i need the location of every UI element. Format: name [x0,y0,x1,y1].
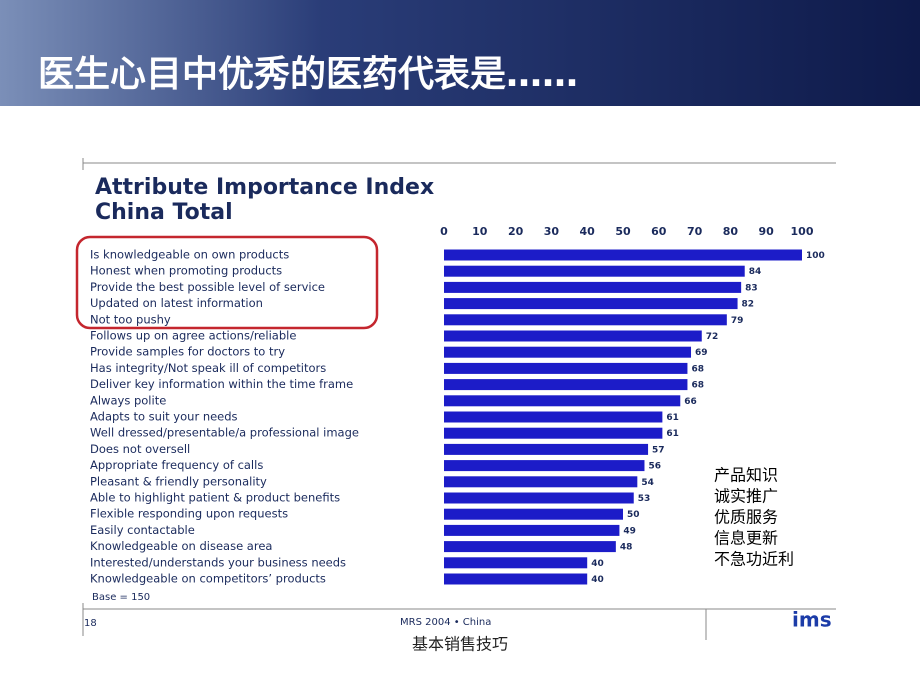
value-label: 68 [691,381,704,391]
page-number: 18 [84,618,97,629]
highlight-box [75,235,379,330]
x-tick-label: 40 [580,225,596,238]
value-label: 68 [691,364,704,374]
bar [444,460,645,472]
bar [444,265,745,277]
category-label: Follows up on agree actions/reliable [90,329,296,343]
value-label: 82 [742,300,755,310]
value-label: 83 [745,283,758,293]
source: MRS 2004 • China [400,617,491,628]
bar [444,427,663,439]
value-label: 79 [731,316,744,326]
category-label: Has integrity/Not speak ill of competito… [90,361,326,375]
value-label: 57 [652,445,665,455]
x-tick-label: 30 [544,225,560,238]
category-label: Does not oversell [90,442,190,456]
value-label: 69 [695,348,708,358]
bar [444,492,634,504]
x-tick-label: 0 [440,225,448,238]
category-label: Knowledgeable on disease area [90,539,272,553]
chart-subtitle: China Total [95,200,233,225]
category-label: Is knowledgeable on own products [90,248,289,262]
bar [444,395,681,407]
value-label: 56 [648,462,661,472]
bar [444,362,688,374]
value-label: 100 [806,251,825,261]
caption: 基本销售技巧 [412,636,508,654]
bar [444,346,692,358]
logo: ims [792,608,832,632]
category-label: Honest when promoting products [90,264,282,278]
category-label: Able to highlight patient & product bene… [90,491,340,505]
slide-title: 医生心目中优秀的医药代表是…… [38,54,578,95]
category-label: Well dressed/presentable/a professional … [90,426,359,440]
value-label: 61 [666,429,679,439]
x-tick-label: 90 [759,225,775,238]
value-label: 84 [749,267,762,277]
bar [444,508,623,520]
category-label: Adapts to suit your needs [90,410,238,424]
x-tick-label: 50 [615,225,631,238]
header-band [0,0,920,106]
bar [444,281,742,293]
category-label: Always polite [90,393,166,407]
value-label: 40 [591,559,604,569]
category-label: Provide the best possible level of servi… [90,280,325,294]
x-tick-label: 100 [791,225,814,238]
value-label: 61 [666,413,679,423]
category-label: Easily contactable [90,523,195,537]
bar [444,330,702,342]
bar [444,411,663,423]
value-label: 40 [591,575,604,585]
bar [444,249,802,261]
x-tick-label: 20 [508,225,524,238]
bar [444,557,588,569]
note: 产品知识 [714,466,778,485]
note: 不急功近利 [714,550,794,569]
category-label: Appropriate frequency of calls [90,458,263,472]
bar [444,379,688,391]
chart-title: Attribute Importance Index [95,175,434,200]
category-label: Provide samples for doctors to try [90,345,285,359]
note: 诚实推广 [714,487,778,506]
category-label: Pleasant & friendly personality [90,474,267,488]
value-label: 49 [623,526,636,536]
value-label: 72 [706,332,719,342]
value-label: 50 [627,510,640,520]
category-label: Not too pushy [90,312,171,326]
note: 信息更新 [714,529,778,548]
bar [444,573,588,585]
bar [444,541,616,553]
value-label: 48 [620,543,633,553]
category-label: Deliver key information within the time … [90,377,353,391]
base-note: Base = 150 [92,592,150,603]
x-tick-label: 70 [687,225,703,238]
bar [444,524,620,536]
category-label: Flexible responding upon requests [90,507,288,521]
note: 优质服务 [714,508,778,527]
x-tick-label: 60 [651,225,667,238]
value-label: 66 [684,397,697,407]
x-tick-label: 10 [472,225,488,238]
value-label: 54 [641,478,654,488]
x-tick-label: 80 [723,225,739,238]
bar [444,443,649,455]
bar [444,476,638,488]
bar [444,298,738,310]
value-label: 53 [638,494,651,504]
category-label: Updated on latest information [90,296,263,310]
category-label: Knowledgeable on competitors’ products [90,572,326,586]
bar [444,314,727,326]
category-label: Interested/understands your business nee… [90,555,346,569]
